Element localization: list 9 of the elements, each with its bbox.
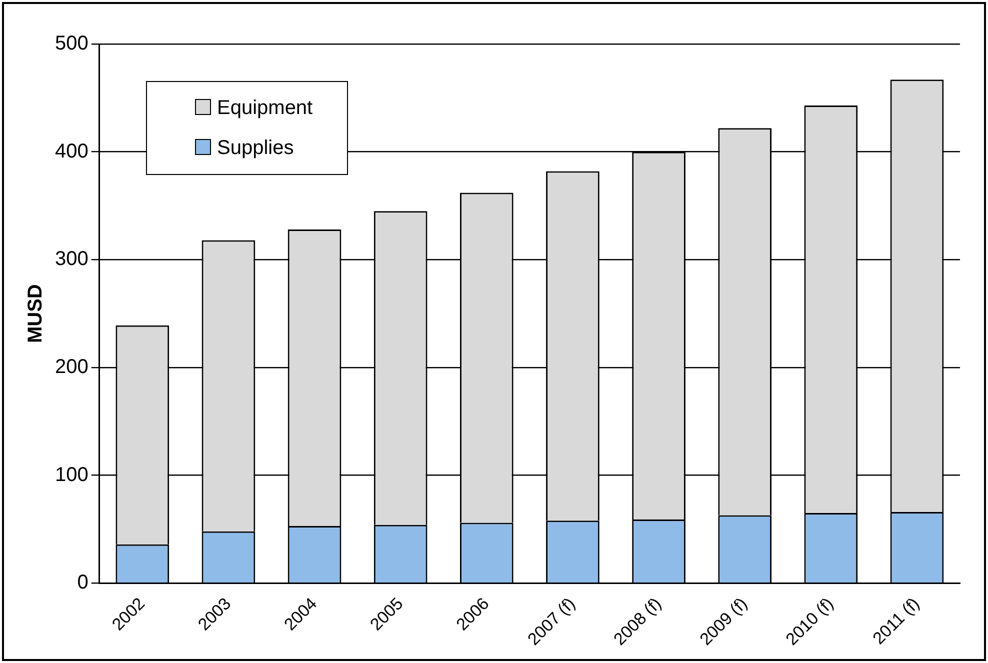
y-tick-label: 100 (54, 464, 88, 486)
y-axis-title: MUSD (24, 284, 47, 344)
y-tick-label: 300 (54, 248, 88, 270)
y-tick-label: 200 (54, 356, 88, 378)
y-tick-label: 400 (54, 140, 88, 162)
y-tick-label: 0 (77, 572, 88, 594)
legend-label: Equipment (216, 96, 313, 121)
legend-label: Supplies (216, 136, 295, 161)
y-tick-label: 500 (54, 32, 88, 55)
